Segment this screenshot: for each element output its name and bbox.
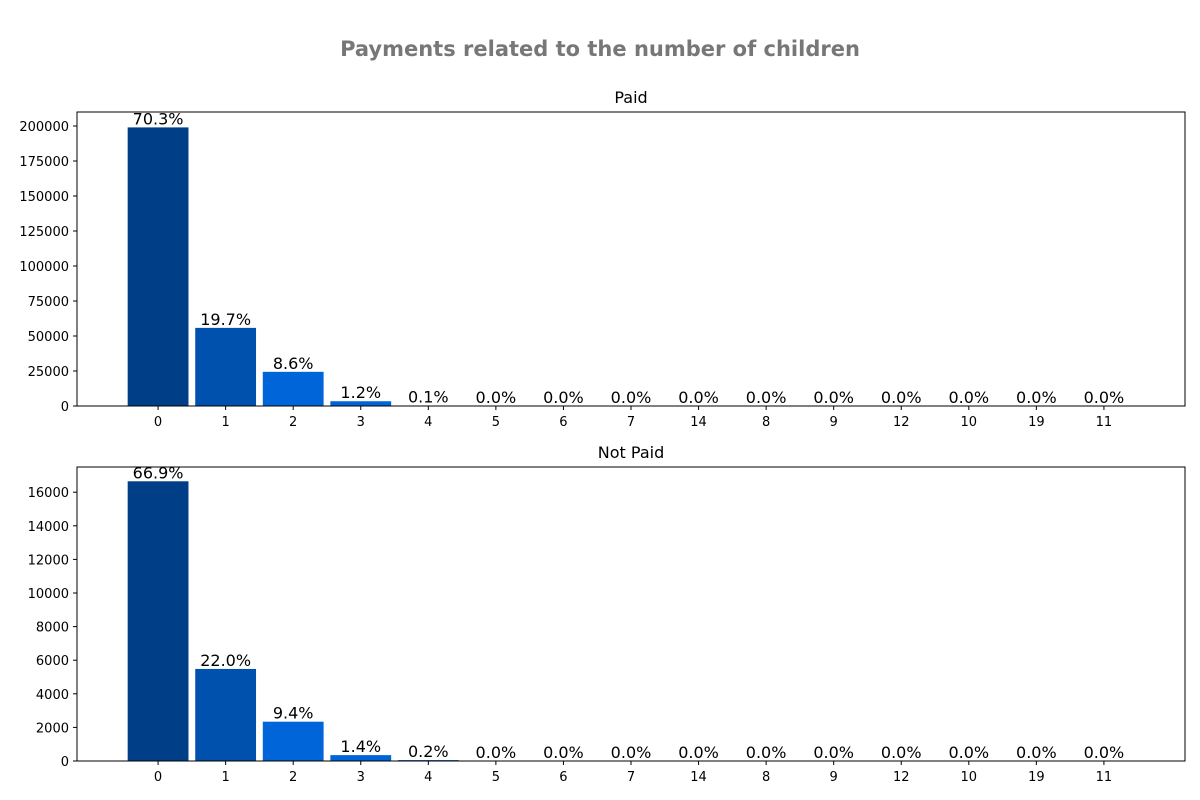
not-paid-x-tick-label: 8 <box>762 770 770 785</box>
not-paid-bar-label-12: 0.0% <box>881 743 922 762</box>
not-paid-bar-label-6: 0.0% <box>543 743 584 762</box>
paid-x-tick-label: 8 <box>762 415 770 430</box>
not-paid-x-tick-label: 19 <box>1028 770 1045 785</box>
not-paid-y-tick-label: 4000 <box>36 688 69 703</box>
paid-bar-label-5: 0.0% <box>476 388 517 407</box>
paid-x-tick-label: 19 <box>1028 415 1045 430</box>
paid-bar-label-6: 0.0% <box>543 388 584 407</box>
paid-bar-0 <box>127 127 189 407</box>
paid-x-tick-label: 14 <box>690 415 707 430</box>
paid-bar-label-19: 0.0% <box>1016 388 1057 407</box>
not-paid-x-tick-label: 7 <box>627 770 635 785</box>
paid-bar-3 <box>330 401 392 406</box>
not-paid-x-tick-label: 1 <box>221 770 229 785</box>
not-paid-x-tick-label: 0 <box>154 770 162 785</box>
paid-x-tick-label: 12 <box>893 415 910 430</box>
paid-y-tick-label: 0 <box>61 400 69 415</box>
not-paid-y-tick-label: 10000 <box>28 587 69 602</box>
paid-x-tick-label: 3 <box>357 415 365 430</box>
paid-x-tick-label: 7 <box>627 415 635 430</box>
not-paid-bar-label-14: 0.0% <box>678 743 719 762</box>
not-paid-x-tick-label: 4 <box>424 770 432 785</box>
paid-bar-1 <box>195 327 257 406</box>
not-paid-x-tick-label: 12 <box>893 770 910 785</box>
paid-bar-label-1: 19.7% <box>200 310 251 329</box>
paid-subplot-title: Paid <box>614 88 647 107</box>
paid-bar-label-3: 1.2% <box>340 383 381 402</box>
paid-bar-label-2: 8.6% <box>273 354 314 373</box>
paid-y-tick-label: 50000 <box>28 330 69 345</box>
not-paid-bar-3 <box>330 755 392 761</box>
not-paid-bar-label-2: 9.4% <box>273 704 314 723</box>
not-paid-x-tick-label: 11 <box>1096 770 1113 785</box>
not-paid-y-tick-label: 14000 <box>28 520 69 535</box>
not-paid-bar-label-10: 0.0% <box>948 743 989 762</box>
not-paid-y-tick-label: 6000 <box>36 654 69 669</box>
not-paid-bar-label-11: 0.0% <box>1084 743 1125 762</box>
paid-bar-label-12: 0.0% <box>881 388 922 407</box>
paid-bar-label-11: 0.0% <box>1084 388 1125 407</box>
not-paid-bar-label-4: 0.2% <box>408 742 449 761</box>
not-paid-bar-label-19: 0.0% <box>1016 743 1057 762</box>
not-paid-x-tick-label: 3 <box>357 770 365 785</box>
not-paid-x-tick-label: 2 <box>289 770 297 785</box>
not-paid-y-tick-label: 0 <box>61 755 69 770</box>
paid-y-tick-label: 125000 <box>19 225 69 240</box>
paid-bar-label-9: 0.0% <box>813 388 854 407</box>
not-paid-bar-label-7: 0.0% <box>611 743 652 762</box>
not-paid-y-tick-label: 12000 <box>28 553 69 568</box>
paid-x-tick-label: 5 <box>492 415 500 430</box>
not-paid-bar-label-8: 0.0% <box>746 743 787 762</box>
not-paid-x-tick-label: 10 <box>961 770 978 785</box>
paid-bar-2 <box>262 371 324 406</box>
not-paid-x-tick-label: 5 <box>492 770 500 785</box>
not-paid-chart: Not Paid 66.9% 22.0% 9.4% 1.4% 0.2% 0.0% 0.0% 0.… <box>28 443 1186 785</box>
paid-bar-label-14: 0.0% <box>678 388 719 407</box>
not-paid-bar-1 <box>195 668 257 761</box>
paid-y-tick-label: 200000 <box>19 120 69 135</box>
paid-x-tick-label: 4 <box>424 415 432 430</box>
not-paid-x-tick-label: 14 <box>690 770 707 785</box>
paid-y-tick-label: 100000 <box>19 260 69 275</box>
not-paid-subplot-title: Not Paid <box>598 443 664 462</box>
paid-bar-label-4: 0.1% <box>408 388 449 407</box>
paid-x-tick-label: 10 <box>961 415 978 430</box>
paid-y-tick-label: 150000 <box>19 190 69 205</box>
paid-x-tick-label: 1 <box>221 415 229 430</box>
paid-bar-label-8: 0.0% <box>746 388 787 407</box>
paid-y-tick-label: 75000 <box>28 295 69 310</box>
not-paid-x-tick-label: 6 <box>559 770 567 785</box>
paid-x-tick-label: 0 <box>154 415 162 430</box>
paid-x-tick-label: 11 <box>1096 415 1113 430</box>
not-paid-bar-0 <box>127 481 189 761</box>
paid-x-tick-label: 9 <box>830 415 838 430</box>
paid-bar-label-7: 0.0% <box>611 388 652 407</box>
not-paid-bar-label-1: 22.0% <box>200 651 251 670</box>
paid-y-tick-label: 175000 <box>19 155 69 170</box>
paid-y-tick-label: 25000 <box>28 365 69 380</box>
paid-bar-label-10: 0.0% <box>948 388 989 407</box>
not-paid-y-tick-label: 8000 <box>36 621 69 636</box>
paid-bar-label-0: 70.3% <box>133 109 184 128</box>
not-paid-y-tick-label: 2000 <box>36 721 69 736</box>
paid-x-tick-label: 6 <box>559 415 567 430</box>
not-paid-bar-label-5: 0.0% <box>476 743 517 762</box>
not-paid-bar-label-3: 1.4% <box>340 737 381 756</box>
figure-title: Payments related to the number of childr… <box>340 37 860 61</box>
not-paid-y-tick-label: 16000 <box>28 486 69 501</box>
not-paid-x-tick-label: 9 <box>830 770 838 785</box>
not-paid-bar-label-0: 66.9% <box>133 463 184 482</box>
not-paid-bar-2 <box>262 721 324 761</box>
paid-chart: Paid 70.3% 19.7% 8.6% 1.2% 0.1% 0.0% 0.0% 0.0% 0.… <box>19 88 1186 430</box>
paid-x-tick-label: 2 <box>289 415 297 430</box>
not-paid-bar-label-9: 0.0% <box>813 743 854 762</box>
